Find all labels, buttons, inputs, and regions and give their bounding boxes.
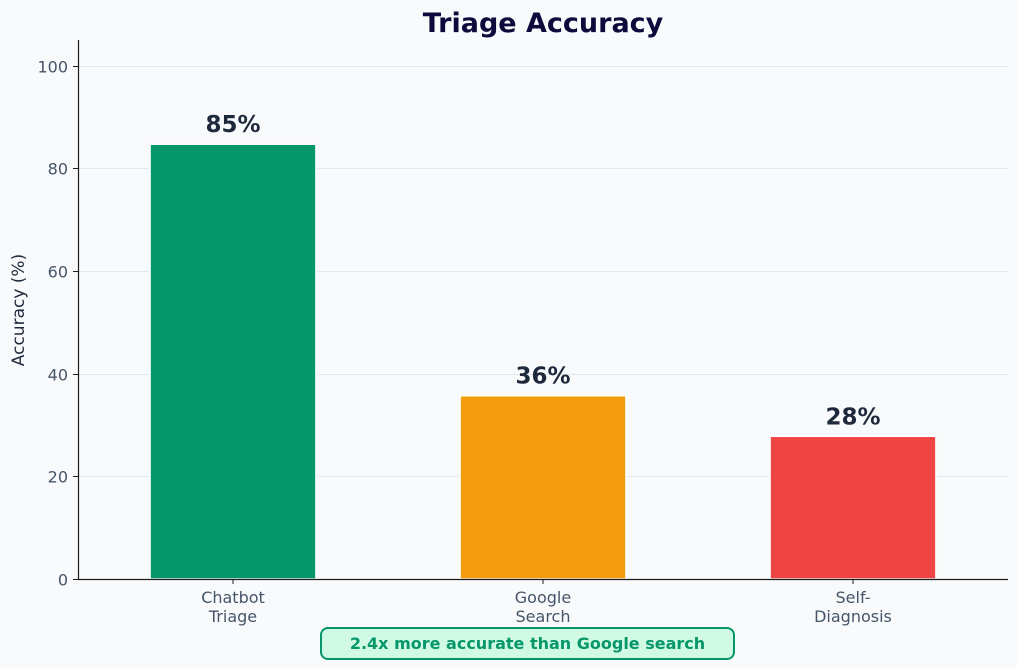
x-ticks: Chatbot Triage Google Search Self-Diagnosis	[201, 579, 892, 626]
bars	[149, 143, 937, 580]
bar	[459, 394, 627, 580]
y-axis-label: Accuracy (%)	[9, 254, 29, 366]
y-tick-label: 80	[48, 160, 68, 179]
annotation-background	[320, 627, 735, 660]
annotation-text: 2.4x more accurate than Google search	[350, 634, 705, 653]
annotation-box: 2.4x more accurate than Google search	[320, 627, 735, 660]
data-labels: 85% 36% 28%	[205, 112, 880, 430]
y-tick-label: 60	[48, 263, 68, 282]
x-tick-label: Google Search	[515, 588, 571, 626]
y-tick-label: 100	[37, 58, 68, 77]
y-tick-label: 0	[58, 571, 68, 590]
bar	[769, 435, 937, 580]
data-label: 36%	[515, 364, 570, 390]
x-tick-label: Chatbot Triage	[201, 588, 265, 626]
data-label: 85%	[205, 112, 260, 138]
data-label: 28%	[825, 404, 880, 430]
y-tick-label: 40	[48, 366, 68, 385]
x-tick-label: Self-Diagnosis	[814, 588, 892, 626]
y-tick-label: 20	[48, 468, 68, 487]
chart-title: Triage Accuracy	[423, 8, 664, 39]
y-ticks: 0 20 40 60 80 100	[37, 58, 78, 590]
bar	[149, 143, 317, 580]
